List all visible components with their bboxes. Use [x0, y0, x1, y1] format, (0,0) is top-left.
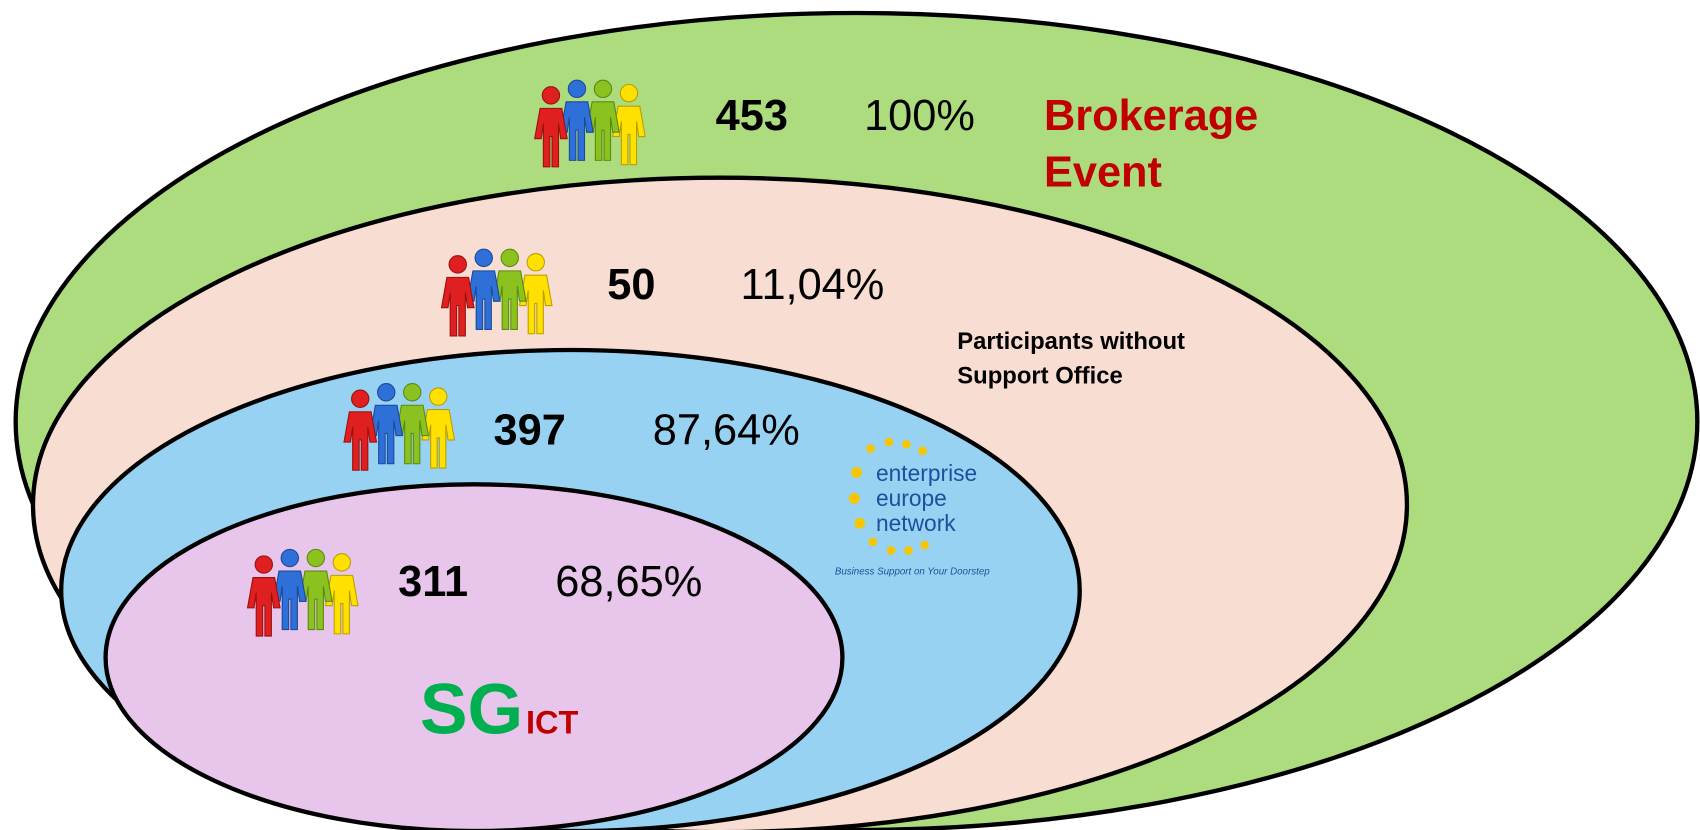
brand-main: SG [420, 670, 523, 750]
percent: 68,65% [555, 558, 702, 606]
logo-text: enterprise [876, 460, 977, 486]
percent: 87,64% [653, 406, 800, 454]
percent: 11,04% [741, 261, 885, 309]
label: Support Office [957, 363, 1122, 390]
logo-text: network [876, 510, 956, 536]
label: Event [1044, 148, 1162, 196]
count: 311 [398, 558, 468, 606]
label: Participants without [957, 328, 1185, 355]
count: 453 [716, 92, 788, 140]
logo-tagline: Business Support on Your Doorstep [835, 566, 990, 577]
pink-ellipse [103, 482, 845, 830]
count: 50 [607, 261, 655, 309]
een-logo [848, 437, 930, 555]
count: 397 [494, 406, 566, 454]
logo-text: europe [876, 485, 947, 511]
label: Brokerage [1044, 92, 1258, 140]
percent: 100% [864, 92, 975, 140]
brand-sub: ICT [526, 705, 579, 741]
